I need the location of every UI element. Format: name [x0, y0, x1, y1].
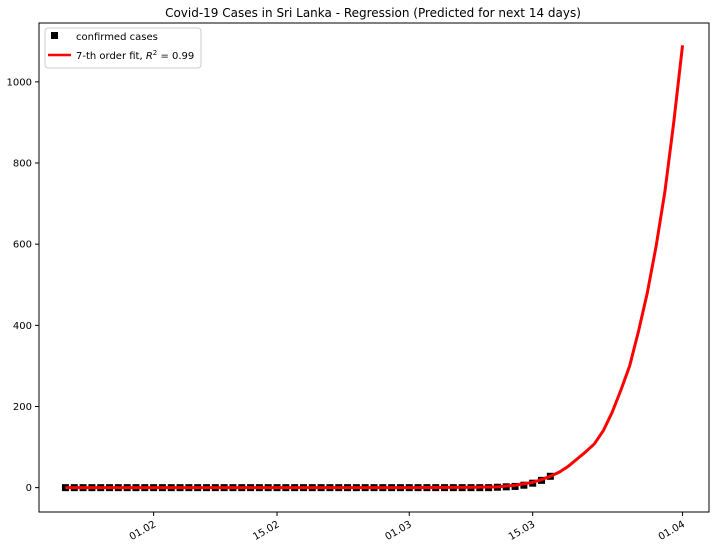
legend-fit-sup: 2	[153, 49, 157, 57]
y-tick-label: 1000	[7, 77, 32, 88]
legend-marker-confirmed	[51, 32, 58, 39]
chart-title: Covid-19 Cases in Sri Lanka - Regression…	[165, 6, 581, 20]
legend-label-fit: 7-th order fit, R2 = 0.99	[76, 49, 194, 62]
legend-fit-prefix: 7-th order fit,	[76, 51, 146, 62]
y-axis: 0 200 400 600 800 1000	[7, 77, 39, 494]
y-tick-label: 400	[13, 321, 32, 332]
y-tick-label: 800	[13, 159, 32, 170]
y-tick-label: 600	[13, 240, 32, 251]
y-tick-label: 0	[26, 483, 32, 494]
fit-series-line	[65, 45, 685, 490]
legend-box	[44, 27, 202, 69]
legend-fit-suffix: = 0.99	[157, 51, 194, 62]
plot-series	[61, 45, 685, 492]
legend-fit-r: R	[146, 51, 153, 62]
y-tick-label: 200	[13, 402, 32, 413]
plot-area	[38, 22, 710, 513]
legend-label-confirmed: confirmed cases	[76, 32, 158, 43]
legend: confirmed cases 7-th order fit, R2 = 0.9…	[44, 27, 202, 69]
confirmed-case-point	[61, 484, 69, 492]
